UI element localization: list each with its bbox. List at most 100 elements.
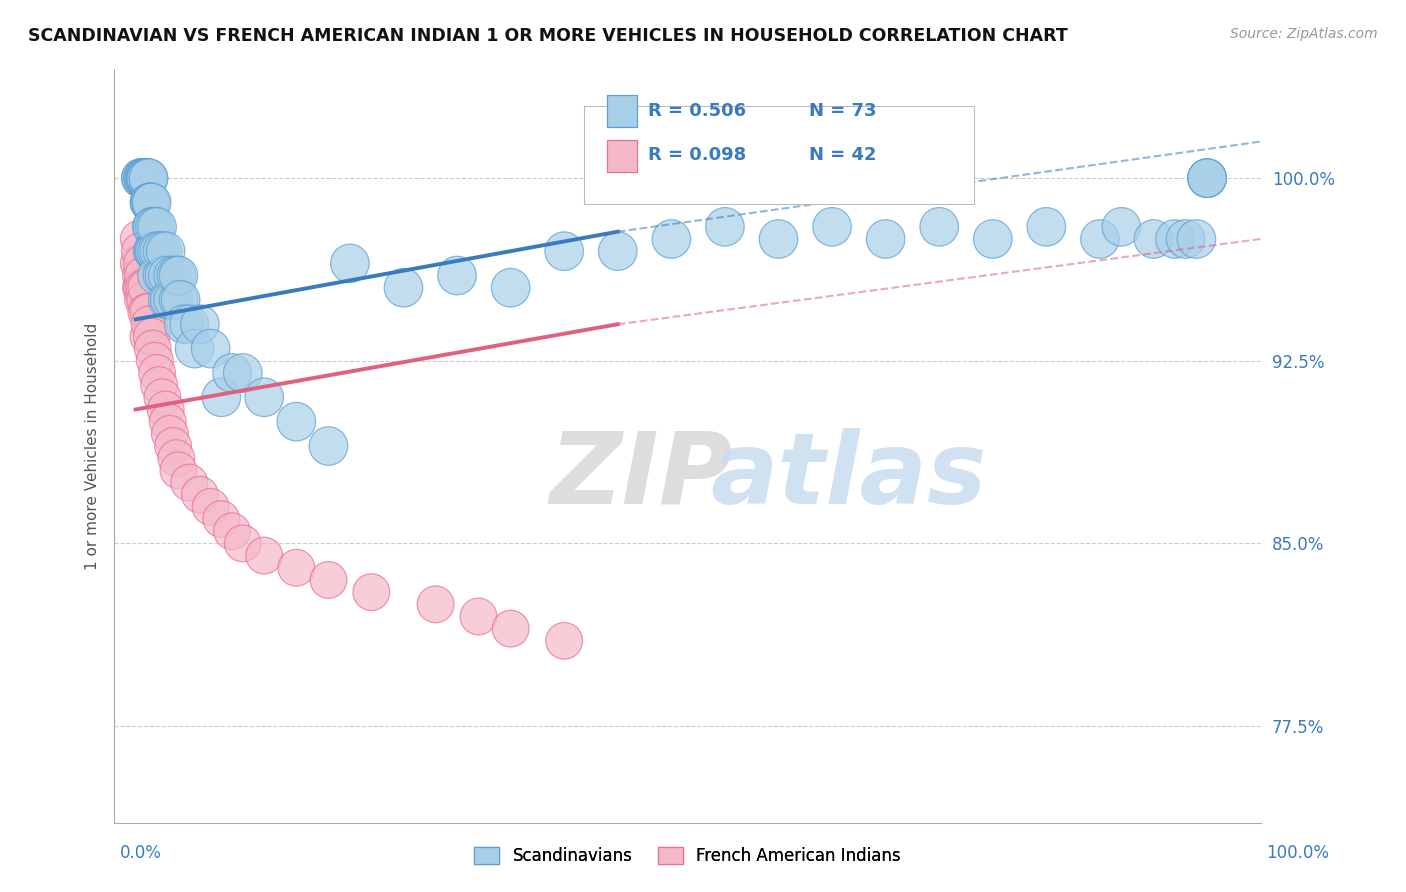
Point bbox=[156, 415, 179, 429]
Point bbox=[714, 219, 737, 234]
Point bbox=[134, 171, 156, 186]
Point bbox=[360, 585, 382, 599]
Point bbox=[606, 244, 628, 259]
Point bbox=[1164, 232, 1187, 246]
Point bbox=[179, 475, 201, 490]
Point bbox=[135, 281, 157, 295]
Point bbox=[152, 244, 174, 259]
Point bbox=[446, 268, 468, 283]
Point bbox=[1088, 232, 1111, 246]
Point bbox=[134, 171, 156, 186]
Point bbox=[232, 536, 254, 550]
Point bbox=[128, 232, 150, 246]
Point bbox=[156, 293, 179, 307]
Point bbox=[132, 171, 155, 186]
Point bbox=[141, 219, 163, 234]
Point bbox=[165, 268, 187, 283]
Point bbox=[142, 244, 165, 259]
Point bbox=[1197, 171, 1219, 186]
Point bbox=[167, 463, 190, 477]
Point bbox=[285, 561, 308, 575]
Point bbox=[129, 171, 152, 186]
Point bbox=[167, 268, 190, 283]
Point bbox=[467, 609, 489, 624]
Point bbox=[200, 342, 222, 356]
Point bbox=[139, 195, 162, 210]
Point bbox=[159, 426, 181, 441]
Point bbox=[155, 244, 177, 259]
Text: 100.0%: 100.0% bbox=[1265, 844, 1329, 862]
Point bbox=[146, 366, 169, 380]
Point bbox=[1185, 232, 1208, 246]
Point bbox=[209, 390, 232, 404]
Point bbox=[209, 512, 232, 526]
Point bbox=[146, 219, 169, 234]
Point bbox=[129, 171, 152, 186]
Point bbox=[392, 281, 415, 295]
Point bbox=[141, 195, 163, 210]
Point bbox=[875, 232, 897, 246]
Point bbox=[156, 268, 179, 283]
Point bbox=[162, 268, 184, 283]
Point bbox=[200, 500, 222, 514]
FancyBboxPatch shape bbox=[585, 106, 974, 204]
Point bbox=[165, 451, 187, 466]
Point bbox=[135, 171, 157, 186]
Point bbox=[318, 439, 340, 453]
Point bbox=[143, 219, 166, 234]
Point bbox=[1174, 232, 1197, 246]
Point bbox=[162, 293, 184, 307]
Point bbox=[253, 390, 276, 404]
Point bbox=[928, 219, 950, 234]
Point bbox=[146, 268, 169, 283]
Point bbox=[1197, 171, 1219, 186]
Point bbox=[129, 268, 152, 283]
Point bbox=[135, 305, 157, 319]
Point bbox=[499, 622, 522, 636]
Text: SCANDINAVIAN VS FRENCH AMERICAN INDIAN 1 OR MORE VEHICLES IN HOUSEHOLD CORRELATI: SCANDINAVIAN VS FRENCH AMERICAN INDIAN 1… bbox=[28, 27, 1069, 45]
Point bbox=[981, 232, 1004, 246]
Point bbox=[143, 353, 166, 368]
FancyBboxPatch shape bbox=[607, 140, 637, 172]
FancyBboxPatch shape bbox=[607, 95, 637, 127]
Point bbox=[148, 244, 170, 259]
Point bbox=[183, 342, 205, 356]
Point bbox=[285, 415, 308, 429]
Point bbox=[141, 329, 163, 343]
Point bbox=[339, 256, 361, 270]
Text: atlas: atlas bbox=[710, 427, 987, 524]
Point bbox=[173, 317, 195, 331]
Point bbox=[131, 281, 153, 295]
Point bbox=[138, 171, 160, 186]
Point bbox=[128, 256, 150, 270]
Point bbox=[188, 317, 211, 331]
Point bbox=[232, 366, 254, 380]
Point bbox=[129, 281, 152, 295]
Text: ZIP: ZIP bbox=[550, 427, 733, 524]
Point bbox=[129, 171, 152, 186]
Point bbox=[425, 597, 447, 611]
Point bbox=[138, 195, 160, 210]
Point bbox=[132, 171, 155, 186]
Point bbox=[167, 293, 190, 307]
Point bbox=[221, 524, 243, 539]
Text: Source: ZipAtlas.com: Source: ZipAtlas.com bbox=[1230, 27, 1378, 41]
Point bbox=[132, 293, 155, 307]
Point bbox=[132, 268, 155, 283]
Point bbox=[179, 317, 201, 331]
Text: N = 42: N = 42 bbox=[808, 145, 876, 163]
Point bbox=[138, 195, 160, 210]
Point bbox=[169, 293, 191, 307]
Point bbox=[138, 305, 160, 319]
Point bbox=[499, 281, 522, 295]
Point bbox=[553, 633, 575, 648]
Point bbox=[221, 366, 243, 380]
Text: 0.0%: 0.0% bbox=[120, 844, 162, 862]
Point bbox=[1142, 232, 1164, 246]
Point bbox=[138, 171, 160, 186]
Point bbox=[253, 549, 276, 563]
Text: R = 0.098: R = 0.098 bbox=[648, 145, 747, 163]
Point bbox=[146, 244, 169, 259]
Point bbox=[153, 268, 176, 283]
Point bbox=[138, 317, 160, 331]
